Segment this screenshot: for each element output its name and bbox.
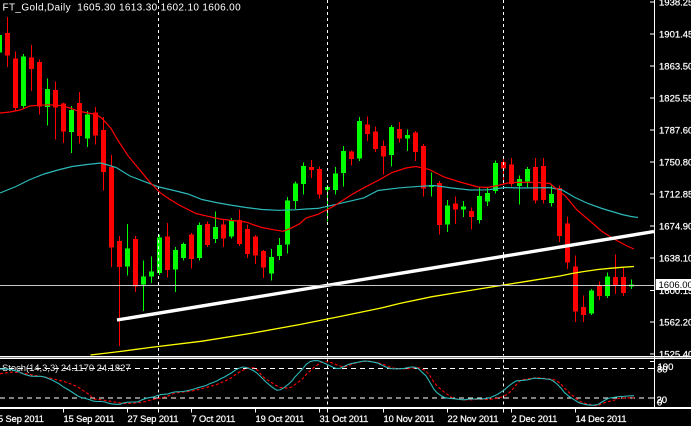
svg-text:22 Nov 2011: 22 Nov 2011 (448, 414, 499, 424)
svg-text:1600.15: 1600.15 (659, 286, 691, 297)
svg-text:1863.50: 1863.50 (659, 62, 691, 73)
svg-text:2 Dec 2011: 2 Dec 2011 (512, 414, 558, 424)
svg-text:10 Nov 2011: 10 Nov 2011 (384, 414, 435, 424)
svg-text:1901.45: 1901.45 (659, 30, 691, 41)
svg-text:1787.60: 1787.60 (659, 126, 691, 137)
svg-text:1712.85: 1712.85 (659, 190, 691, 201)
svg-text:0: 0 (657, 398, 662, 409)
svg-text:20: 20 (657, 395, 668, 406)
svg-text:1562.20: 1562.20 (659, 318, 691, 329)
svg-text:27 Sep 2011: 27 Sep 2011 (128, 414, 179, 424)
svg-text:1825.55: 1825.55 (659, 94, 691, 105)
svg-text:1606.00: 1606.00 (659, 280, 691, 291)
svg-text:100: 100 (658, 362, 674, 373)
svg-text:1674.90: 1674.90 (659, 222, 691, 233)
svg-text:7 Oct 2011: 7 Oct 2011 (192, 414, 236, 424)
svg-text:Stoch(14,3,3) 24.1170 24.1827: Stoch(14,3,3) 24.1170 24.1827 (2, 362, 131, 373)
svg-text:1525.40: 1525.40 (659, 350, 691, 361)
svg-text:80: 80 (657, 365, 668, 376)
svg-text:31 Oct 2011: 31 Oct 2011 (320, 414, 369, 424)
svg-text:14 Dec 2011: 14 Dec 2011 (576, 414, 627, 424)
svg-text:1750.80: 1750.80 (659, 158, 691, 169)
svg-text:19 Oct 2011: 19 Oct 2011 (256, 414, 305, 424)
svg-text:1938.25: 1938.25 (659, 0, 691, 9)
svg-text:5 Sep 2011: 5 Sep 2011 (0, 414, 44, 424)
svg-text:1638.10: 1638.10 (659, 254, 691, 265)
svg-text:FT_Gold,Daily 1605.30 1613.30: FT_Gold,Daily 1605.30 1613.30 1602.10 16… (3, 2, 242, 13)
svg-text:15 Sep 2011: 15 Sep 2011 (64, 414, 115, 424)
